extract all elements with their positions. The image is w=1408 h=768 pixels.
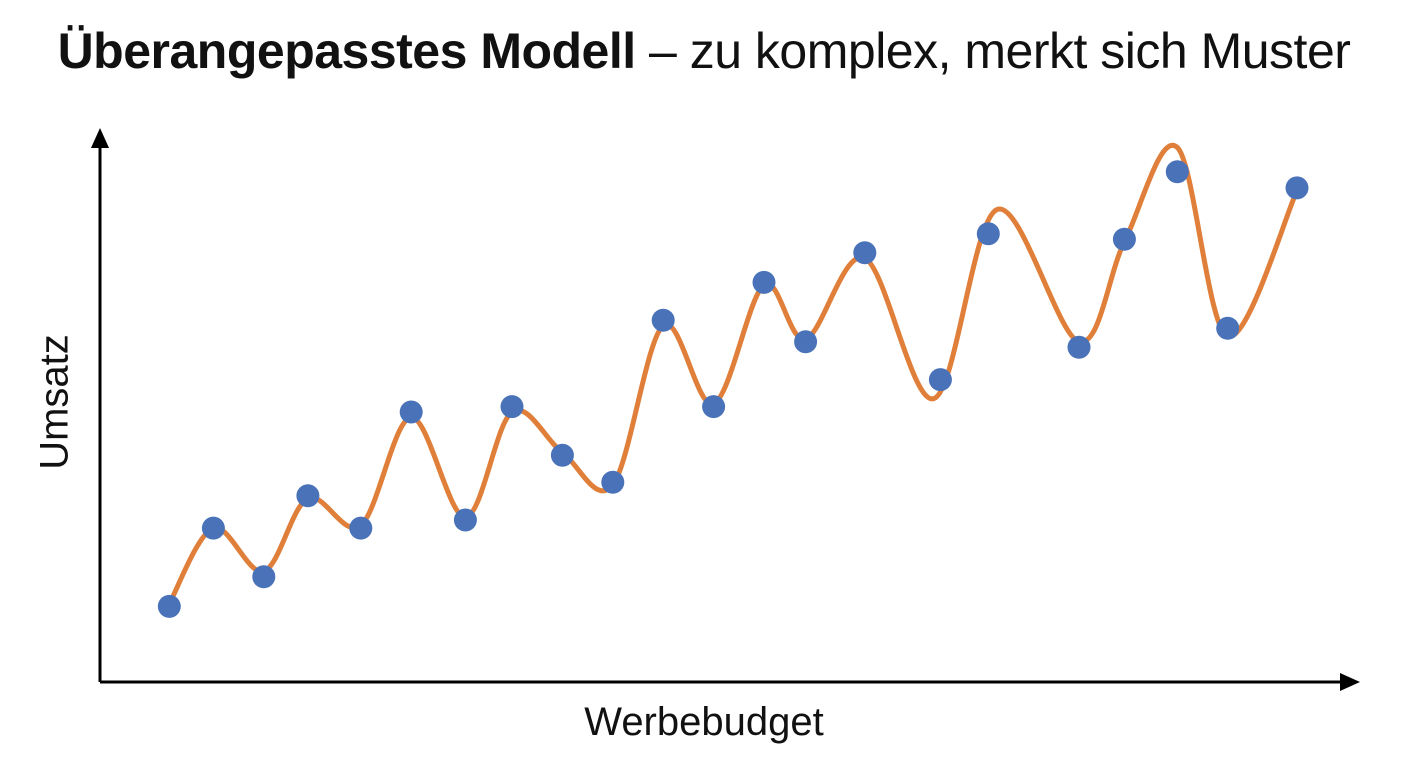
chart-title-bold: Überangepasstes Modell (57, 23, 637, 79)
data-point (601, 470, 625, 494)
data-point (928, 368, 952, 392)
data-point (1112, 227, 1136, 251)
y-axis-label: Umsatz (32, 334, 77, 470)
data-point (752, 270, 776, 294)
data-point (1216, 316, 1240, 340)
chart-axes (91, 128, 1360, 691)
data-point (252, 565, 276, 589)
x-axis-arrow-icon (1340, 673, 1360, 691)
fit-curve-layer (166, 142, 1300, 607)
data-point (702, 395, 726, 419)
chart-title-rest: – zu komplex, merkt sich Muster (635, 23, 1351, 79)
y-axis-arrow-icon (91, 128, 109, 148)
data-point (296, 484, 320, 508)
data-point (1067, 335, 1091, 359)
data-point (976, 222, 1000, 246)
data-points-layer (157, 160, 1309, 618)
data-point (550, 443, 574, 467)
data-point (349, 516, 373, 540)
data-point (651, 308, 675, 332)
data-point (1165, 160, 1189, 184)
data-point (500, 395, 524, 419)
x-axis-label: Werbebudget (584, 700, 824, 744)
data-point (399, 400, 423, 424)
chart-title: Überangepasstes Modell – zu komplex, mer… (0, 22, 1408, 80)
data-point (853, 241, 877, 265)
data-point (453, 508, 477, 532)
data-point (794, 330, 818, 354)
data-point (157, 594, 181, 618)
data-point (1285, 176, 1309, 200)
data-point (201, 516, 225, 540)
overfit-curve (166, 142, 1300, 607)
